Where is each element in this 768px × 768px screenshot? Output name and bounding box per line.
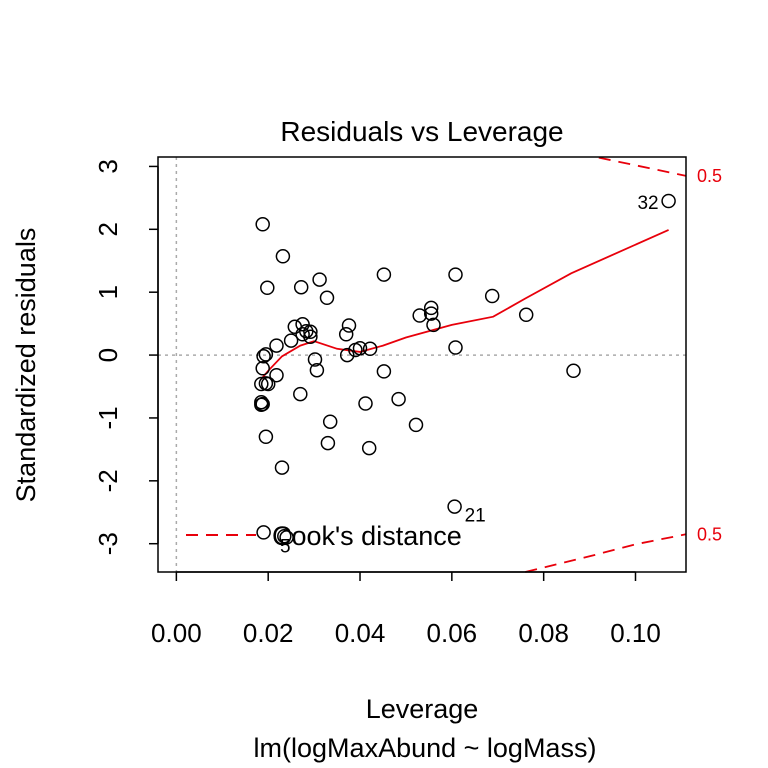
y-tick-label: -2 [93,469,123,492]
data-point [448,340,463,355]
data-point [303,324,318,340]
data-point [309,362,325,378]
data-point [295,317,310,332]
data-point [269,367,284,383]
data-point [339,347,355,363]
data-point [412,308,427,323]
y-tick-label: 1 [93,285,123,299]
data-point [283,333,299,348]
data-point [258,429,274,445]
cooks-level-label-upper: 0.5 [697,166,722,186]
cooks-contour-upper [598,156,687,177]
legend: Cook's distance [186,521,462,551]
smooth-trend-line [260,229,669,380]
legend-label: Cook's distance [272,521,462,551]
y-axis: -3 -2 -1 0 1 2 3 [93,159,159,555]
data-point [275,249,291,264]
data-point [408,417,424,433]
data-point [254,397,269,412]
data-point [447,499,462,514]
data-point [322,414,338,429]
data-point [423,306,439,321]
x-axis: 0.00 0.02 0.04 0.06 0.08 0.10 [151,571,661,648]
x-tick-label: 0.00 [151,618,202,648]
y-tick-label: 3 [93,159,123,173]
data-point [269,338,284,353]
y-tick-label: 2 [93,222,123,236]
data-point [338,327,354,342]
data-point [307,352,323,367]
data-point [341,318,357,333]
plot-area: 0.5 0.5 32 21 5 Cook's distance [157,156,722,573]
data-point [260,280,275,296]
data-point [293,279,309,295]
x-tick-label: 0.08 [518,618,569,648]
data-point [566,363,581,379]
y-axis-title: Standardized residuals [11,228,41,503]
data-point [376,364,392,379]
data-point [361,440,377,456]
y-tick-label: 0 [93,348,123,362]
cooks-level-label-lower: 0.5 [697,524,722,544]
point-label: 5 [280,536,291,557]
data-point [376,267,392,282]
x-tick-label: 0.02 [243,618,294,648]
y-tick-label: -1 [93,406,123,429]
data-point [256,525,271,540]
x-axis-title: Leverage [366,694,479,724]
chart-title: Residuals vs Leverage [280,116,563,147]
data-point [391,391,406,407]
x-tick-label: 0.10 [610,618,661,648]
data-point [255,361,270,376]
data-point [352,340,368,356]
data-point [518,307,534,323]
data-point [254,376,269,392]
x-tick-label: 0.06 [427,618,478,648]
data-point [303,329,318,345]
data-point [358,396,373,411]
x-axis-subtitle: lm(logMaxAbund ~ logMass) [254,733,597,763]
plot-frame [157,156,687,573]
data-point [320,435,336,451]
data-point [312,272,327,287]
data-point [484,288,500,304]
data-point [319,290,335,306]
data-point [293,386,308,402]
cooks-contour-lower [525,533,687,573]
data-point [426,317,441,333]
data-point [362,341,378,357]
reference-lines [158,157,686,572]
data-point [274,460,290,475]
data-point [295,327,310,342]
data-point [256,349,271,364]
y-tick-label: -3 [93,532,123,555]
data-point [260,376,276,392]
smooth-line-layer [260,229,669,380]
data-point [258,347,274,362]
point-label: 21 [465,506,486,527]
data-point [448,267,463,282]
data-point [255,217,270,232]
x-tick-label: 0.04 [335,618,386,648]
data-point [661,193,676,209]
data-point [423,300,439,316]
point-label: 32 [637,193,658,214]
cooks-distance-layer: 0.5 0.5 [525,156,722,573]
point-labels-layer: 32 21 5 [280,193,659,557]
data-point [279,530,294,545]
points-layer [254,193,676,545]
